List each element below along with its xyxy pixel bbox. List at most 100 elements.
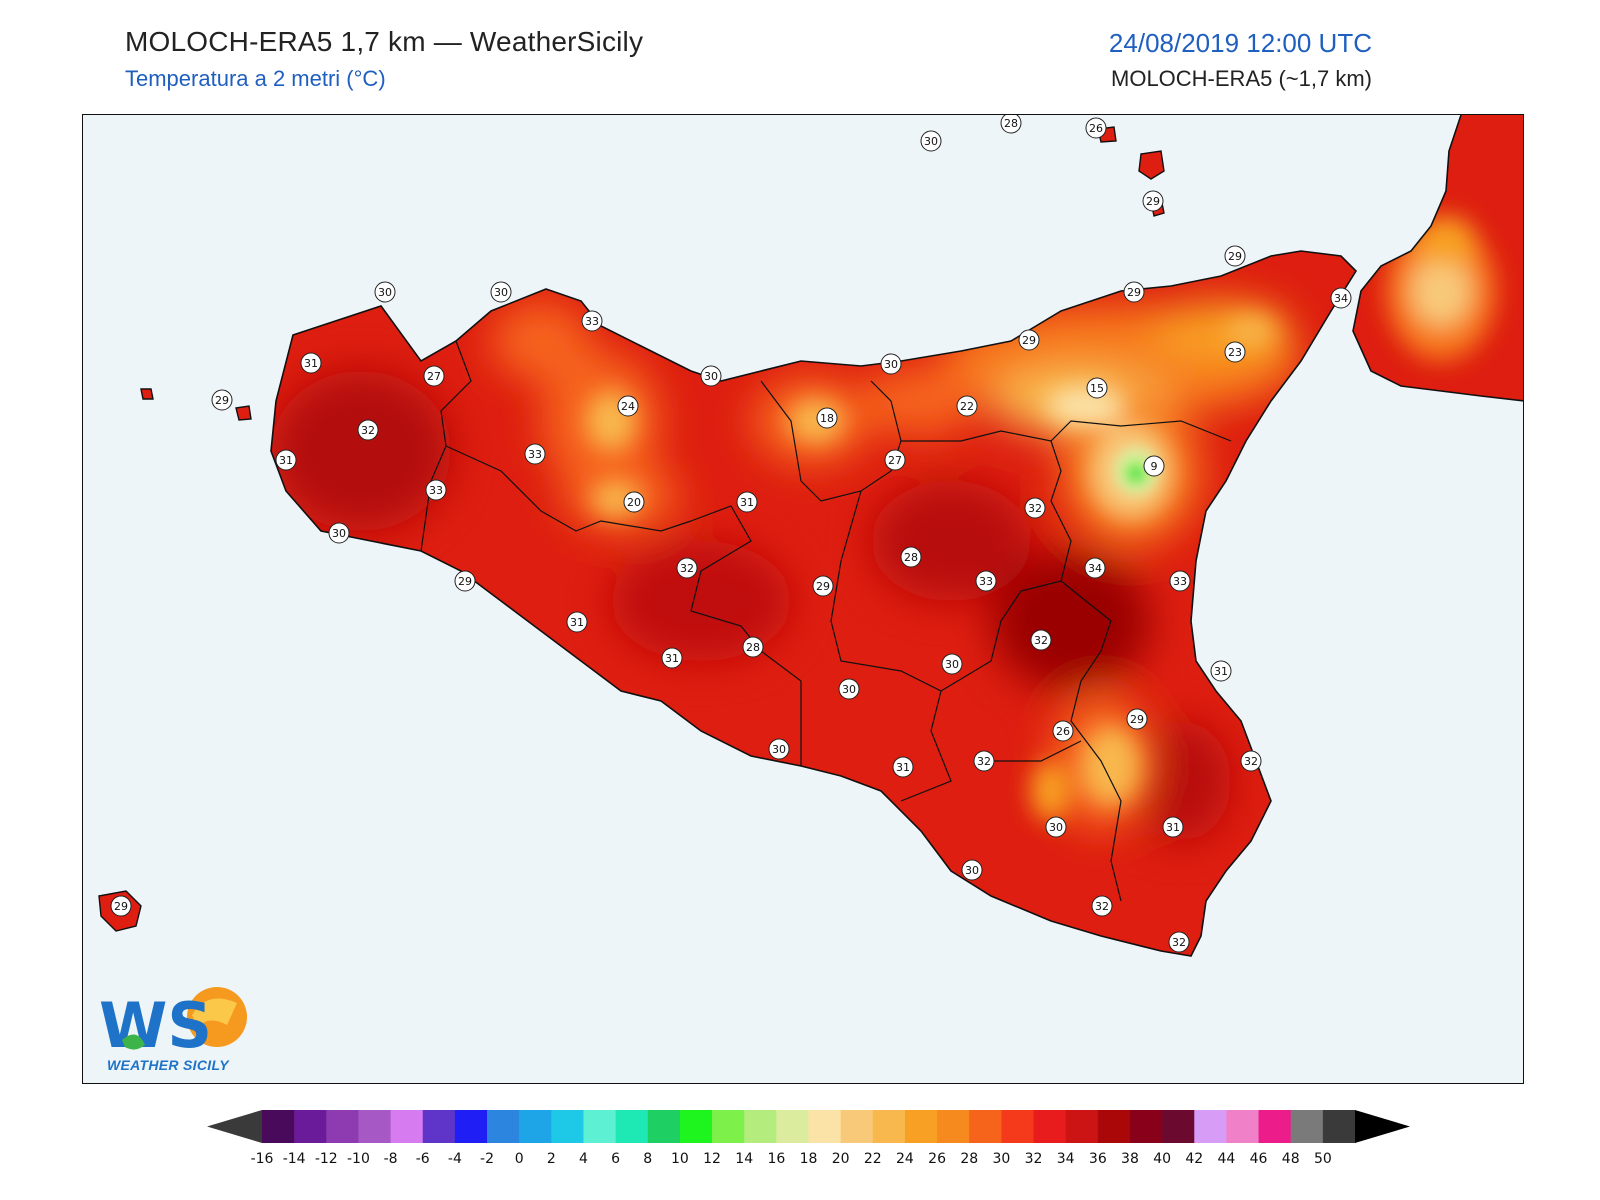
station-marker[interactable]: 9 (1143, 455, 1165, 477)
station-marker[interactable]: 22 (956, 395, 978, 417)
station-marker-circle (357, 419, 379, 441)
station-temperature-value: 22 (960, 400, 974, 413)
station-marker[interactable]: 31 (661, 647, 683, 669)
station-temperature-value: 31 (1166, 821, 1180, 834)
colorbar-segment (1322, 1110, 1356, 1143)
station-marker[interactable]: 31 (275, 449, 297, 471)
station-marker-circle (838, 678, 860, 700)
station-marker[interactable]: 33 (975, 570, 997, 592)
station-marker[interactable]: 30 (328, 522, 350, 544)
colorbar-segment (615, 1110, 649, 1143)
station-temperature-value: 15 (1090, 382, 1104, 395)
station-marker[interactable]: 30 (880, 353, 902, 375)
station-marker[interactable]: 24 (617, 395, 639, 417)
colorbar-tick-label: 8 (643, 1151, 652, 1167)
station-marker[interactable]: 32 (1240, 750, 1262, 772)
station-marker-circle (1052, 720, 1074, 742)
station-temperature-value: 32 (1172, 936, 1186, 949)
station-marker[interactable]: 29 (211, 389, 233, 411)
station-marker-circle (328, 522, 350, 544)
station-marker-circle (700, 365, 722, 387)
station-temperature-value: 27 (427, 370, 441, 383)
station-marker[interactable]: 34 (1330, 287, 1352, 309)
station-marker[interactable]: 31 (300, 352, 322, 374)
colorbar-tick-label: 34 (1057, 1151, 1075, 1167)
station-marker[interactable]: 29 (1123, 281, 1145, 303)
station-marker[interactable]: 33 (524, 443, 546, 465)
station-temperature-value: 29 (114, 900, 128, 913)
station-marker[interactable]: 32 (1024, 497, 1046, 519)
station-marker[interactable]: 34 (1084, 557, 1106, 579)
station-temperature-value: 34 (1088, 562, 1102, 575)
station-marker-circle (1085, 117, 1107, 139)
colorbar-segment (422, 1110, 456, 1143)
station-marker-circle (1142, 190, 1164, 212)
station-marker[interactable]: 30 (700, 365, 722, 387)
station-marker[interactable]: 23 (1224, 341, 1246, 363)
station-marker[interactable]: 32 (357, 419, 379, 441)
station-marker[interactable]: 31 (1162, 816, 1184, 838)
station-marker[interactable]: 31 (1210, 660, 1232, 682)
station-marker[interactable]: 30 (1045, 816, 1067, 838)
station-marker[interactable]: 30 (961, 859, 983, 881)
station-marker[interactable]: 31 (566, 611, 588, 633)
station-marker-circle (454, 570, 476, 592)
station-marker[interactable]: 26 (1085, 117, 1107, 139)
station-marker[interactable]: 29 (1126, 708, 1148, 730)
colorbar-tick-label: 10 (671, 1151, 689, 1167)
station-marker[interactable]: 31 (892, 756, 914, 778)
station-marker-circle (816, 407, 838, 429)
station-marker[interactable]: 28 (742, 636, 764, 658)
colorbar-segment (326, 1110, 359, 1143)
station-marker[interactable]: 28 (900, 546, 922, 568)
station-marker[interactable]: 29 (110, 895, 132, 917)
station-temperature-value: 32 (977, 755, 991, 768)
station-marker[interactable]: 30 (768, 738, 790, 760)
station-marker[interactable]: 30 (374, 281, 396, 303)
station-marker[interactable]: 32 (1030, 629, 1052, 651)
station-marker[interactable]: 29 (812, 575, 834, 597)
map-title: MOLOCH-ERA5 1,7 km — WeatherSicily (125, 26, 644, 57)
station-marker[interactable]: 30 (490, 281, 512, 303)
station-marker-circle (1330, 287, 1352, 309)
colorbar-segment (1162, 1110, 1195, 1143)
station-marker-circle (425, 479, 447, 501)
station-marker-circle (1162, 816, 1184, 838)
station-marker[interactable]: 30 (941, 653, 963, 675)
station-marker[interactable]: 31 (736, 491, 758, 513)
station-marker-circle (211, 389, 233, 411)
station-marker[interactable]: 26 (1052, 720, 1074, 742)
colorbar-tick-label: 36 (1089, 1151, 1107, 1167)
station-marker[interactable]: 27 (884, 449, 906, 471)
station-marker[interactable]: 28 (1000, 115, 1022, 134)
colorbar-tick-label: 26 (928, 1151, 946, 1167)
station-marker-circle (524, 443, 546, 465)
colorbar-segment (1001, 1110, 1035, 1143)
temperature-map[interactable]: 28 26 30 29 29 34 29 23 29 30 15 22 9 30 30 33 30 31 27 29 2… (82, 114, 1524, 1084)
station-marker[interactable]: 29 (1142, 190, 1164, 212)
station-marker[interactable]: 30 (920, 130, 942, 152)
station-marker[interactable]: 15 (1086, 377, 1108, 399)
station-marker[interactable]: 20 (623, 491, 645, 513)
colorbar-segment (1194, 1110, 1227, 1143)
station-marker[interactable]: 30 (838, 678, 860, 700)
station-marker-circle (1091, 895, 1113, 917)
station-marker[interactable]: 33 (581, 310, 603, 332)
station-marker[interactable]: 32 (1168, 931, 1190, 953)
station-marker[interactable]: 29 (454, 570, 476, 592)
colorbar-tick-label: -8 (384, 1151, 398, 1167)
station-temperature-value: 28 (904, 551, 918, 564)
station-marker[interactable]: 29 (1224, 245, 1246, 267)
station-temperature-value: 24 (621, 400, 635, 413)
station-marker[interactable]: 32 (973, 750, 995, 772)
station-marker[interactable]: 33 (1169, 570, 1191, 592)
station-marker-circle (661, 647, 683, 669)
station-marker[interactable]: 33 (425, 479, 447, 501)
station-marker[interactable]: 27 (423, 365, 445, 387)
station-marker[interactable]: 32 (1091, 895, 1113, 917)
station-marker[interactable]: 18 (816, 407, 838, 429)
colorbar-segment (294, 1110, 327, 1143)
station-marker[interactable]: 32 (676, 557, 698, 579)
station-marker[interactable]: 29 (1018, 329, 1040, 351)
station-temperature-value: 33 (979, 575, 993, 588)
